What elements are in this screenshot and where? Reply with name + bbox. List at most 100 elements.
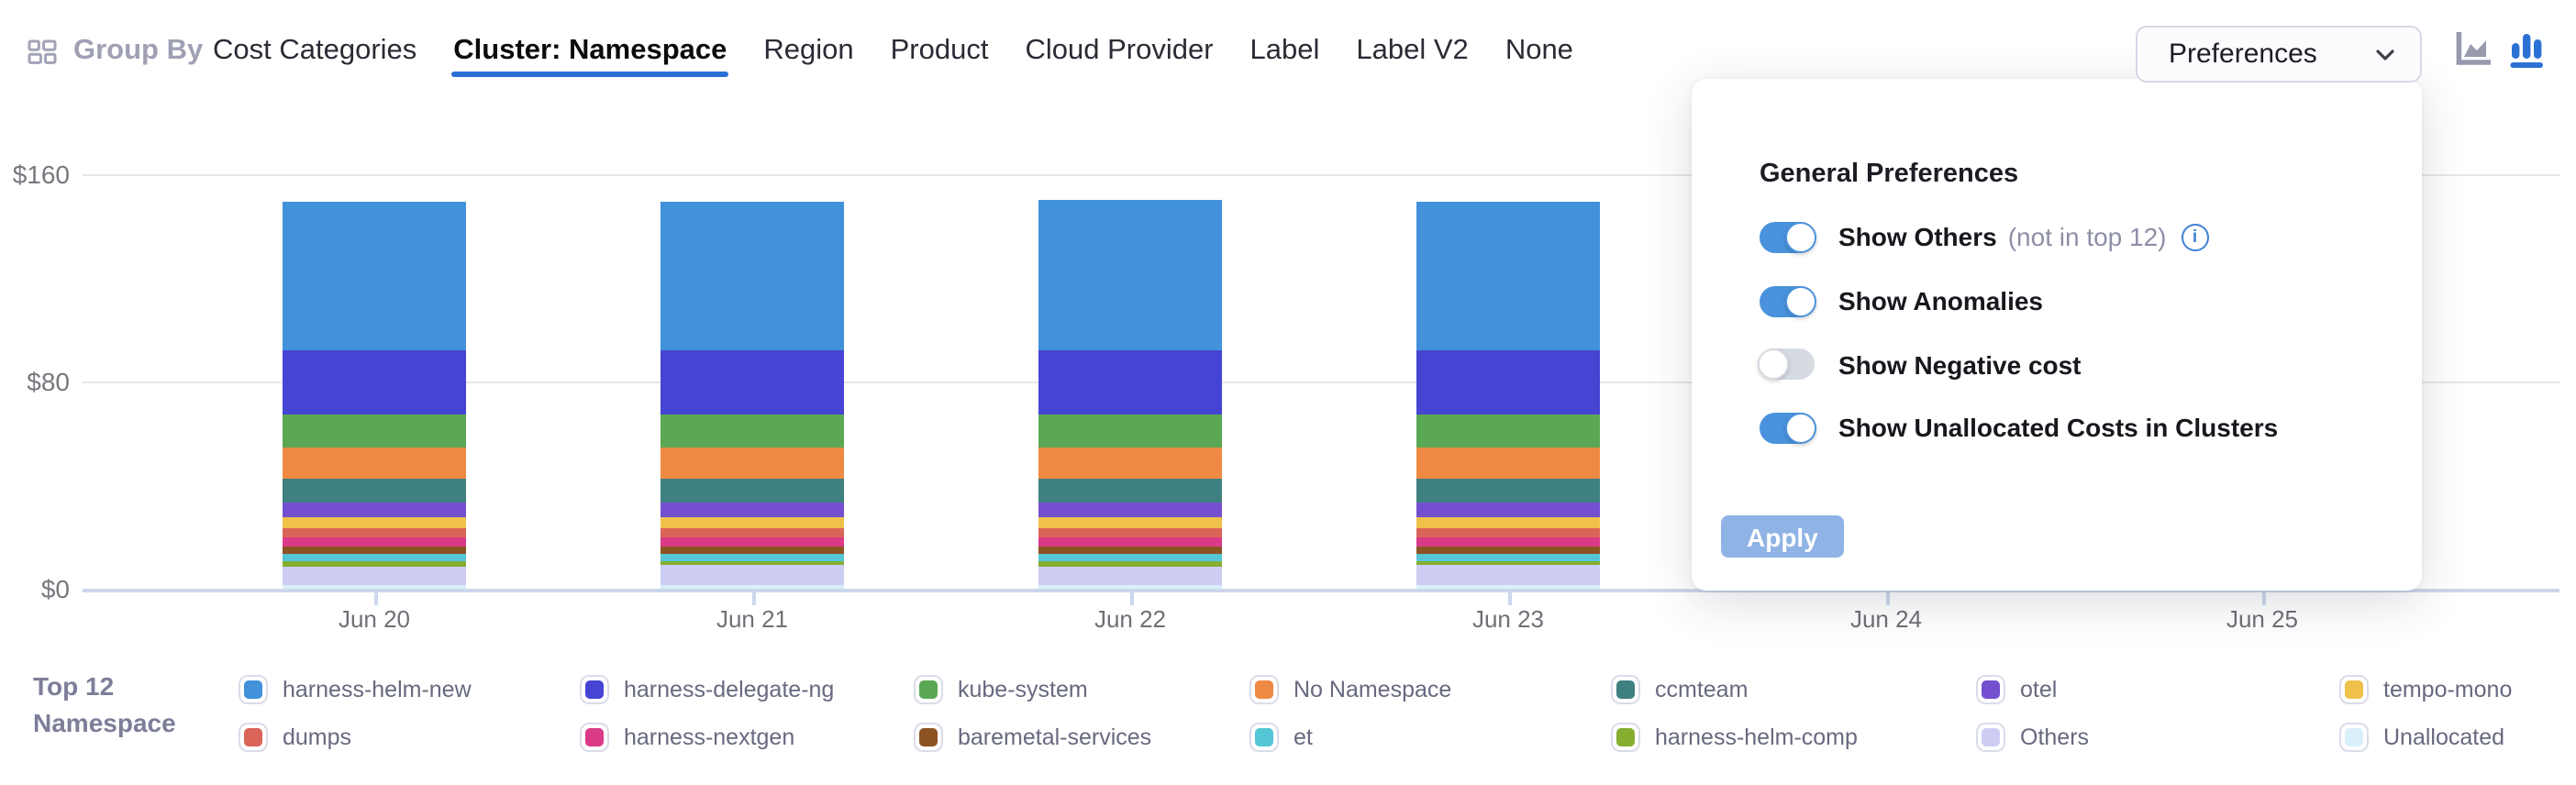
bar-segment-others[interactable] bbox=[283, 566, 466, 586]
bar-segment-otel[interactable] bbox=[1038, 502, 1222, 517]
bar-segment-others[interactable] bbox=[661, 565, 844, 586]
bar-segment-harness-delegate-ng[interactable] bbox=[1038, 350, 1222, 415]
legend-label: harness-delegate-ng bbox=[624, 677, 835, 702]
bar-segment-unallocated[interactable] bbox=[283, 585, 466, 590]
bar-segment-tempo-mono[interactable] bbox=[661, 516, 844, 529]
legend-title-line2: Namespace bbox=[33, 708, 176, 737]
legend-item-otel[interactable]: otel bbox=[1976, 675, 2057, 704]
toggle-show-negative-cost[interactable] bbox=[1758, 348, 1815, 380]
tab-label-v2[interactable]: Label V2 bbox=[1356, 35, 1469, 66]
bar-segment-unallocated[interactable] bbox=[661, 585, 844, 590]
bar-segment-harness-nextgen[interactable] bbox=[1038, 537, 1222, 547]
toggle-show-anomalies[interactable] bbox=[1760, 285, 1816, 316]
bar-chart-icon[interactable] bbox=[2504, 28, 2548, 72]
tab-cluster-namespace[interactable]: Cluster: Namespace bbox=[451, 0, 729, 103]
toggle-show-others[interactable] bbox=[1760, 221, 1816, 252]
legend-item-baremetal-services[interactable]: baremetal-services bbox=[914, 723, 1151, 752]
info-icon[interactable]: i bbox=[2181, 223, 2209, 250]
preferences-popup: General Preferences Show Others (not in t… bbox=[1692, 79, 2422, 591]
bar-segment-no-namespace[interactable] bbox=[661, 448, 844, 480]
y-axis-label: $160 bbox=[12, 160, 70, 190]
legend-item-harness-helm-comp[interactable]: harness-helm-comp bbox=[1611, 723, 1858, 752]
preference-row-show-negative-cost: Show Negative cost bbox=[1758, 348, 2082, 381]
legend-label: baremetal-services bbox=[958, 724, 1152, 750]
bar-segment-harness-delegate-ng[interactable] bbox=[661, 350, 844, 415]
bar-segment-baremetal-services[interactable] bbox=[661, 546, 844, 555]
legend-item-harness-nextgen[interactable]: harness-nextgen bbox=[580, 723, 794, 752]
legend-item-no-namespace[interactable]: No Namespace bbox=[1249, 675, 1451, 704]
legend-item-ccmteam[interactable]: ccmteam bbox=[1611, 675, 1748, 704]
legend-chip bbox=[239, 723, 268, 752]
tab-cloud-provider[interactable]: Cloud Provider bbox=[1025, 35, 1214, 66]
x-axis-label: Jun 25 bbox=[2226, 605, 2299, 634]
legend-item-others[interactable]: Others bbox=[1976, 723, 2089, 752]
legend-item-dumps[interactable]: dumps bbox=[239, 723, 351, 752]
bar-segment-no-namespace[interactable] bbox=[1038, 448, 1222, 480]
bar-segment-harness-nextgen[interactable] bbox=[661, 536, 844, 547]
bar-segment-et[interactable] bbox=[283, 554, 466, 561]
legend-item-unallocated[interactable]: Unallocated bbox=[2339, 723, 2504, 752]
bar-segment-no-namespace[interactable] bbox=[1416, 448, 1600, 480]
bar-segment-harness-helm-new[interactable] bbox=[1416, 201, 1600, 351]
bar-segment-tempo-mono[interactable] bbox=[283, 516, 466, 529]
tab-product[interactable]: Product bbox=[890, 35, 989, 66]
bar-segment-otel[interactable] bbox=[661, 502, 844, 517]
legend-item-kube-system[interactable]: kube-system bbox=[914, 675, 1088, 704]
tab-none[interactable]: None bbox=[1505, 35, 1573, 66]
bar-segment-dumps[interactable] bbox=[1038, 528, 1222, 537]
bar-segment-harness-nextgen[interactable] bbox=[1416, 536, 1600, 547]
legend-item-harness-helm-new[interactable]: harness-helm-new bbox=[239, 675, 472, 704]
bar-segment-harness-delegate-ng[interactable] bbox=[283, 349, 466, 415]
legend-item-harness-delegate-ng[interactable]: harness-delegate-ng bbox=[580, 675, 834, 704]
legend-label: Unallocated bbox=[2383, 724, 2505, 750]
bar-segment-harness-helm-comp[interactable] bbox=[283, 560, 466, 566]
bar-segment-harness-helm-comp[interactable] bbox=[661, 560, 844, 566]
bar-segment-dumps[interactable] bbox=[283, 528, 466, 537]
bar-segment-tempo-mono[interactable] bbox=[1038, 516, 1222, 529]
bar-segment-others[interactable] bbox=[1038, 566, 1222, 586]
preference-row-show-others: Show Others (not in top 12) i bbox=[1760, 220, 2209, 253]
bar-segment-kube-system[interactable] bbox=[1416, 414, 1600, 448]
apply-button[interactable]: Apply bbox=[1721, 515, 1844, 558]
bar-segment-dumps[interactable] bbox=[1416, 528, 1600, 537]
bar-segment-harness-helm-comp[interactable] bbox=[1416, 560, 1600, 566]
bar-segment-et[interactable] bbox=[1416, 554, 1600, 561]
bar-segment-otel[interactable] bbox=[1416, 502, 1600, 517]
bar-segment-harness-nextgen[interactable] bbox=[283, 537, 466, 547]
bar-segment-baremetal-services[interactable] bbox=[1038, 546, 1222, 555]
bar-segment-baremetal-services[interactable] bbox=[1416, 546, 1600, 555]
tab-cost-categories[interactable]: Cost Categories bbox=[213, 35, 417, 66]
legend-item-tempo-mono[interactable]: tempo-mono bbox=[2339, 675, 2512, 704]
bar-segment-ccmteam[interactable] bbox=[1038, 479, 1222, 503]
stacked-bar-jun-21 bbox=[661, 201, 844, 590]
bar-segment-kube-system[interactable] bbox=[661, 414, 844, 448]
bar-segment-otel[interactable] bbox=[283, 502, 466, 517]
bar-segment-ccmteam[interactable] bbox=[283, 479, 466, 503]
legend-label: tempo-mono bbox=[2383, 677, 2513, 702]
bar-segment-harness-delegate-ng[interactable] bbox=[1416, 350, 1600, 415]
bar-segment-harness-helm-comp[interactable] bbox=[1038, 560, 1222, 566]
tab-label[interactable]: Label bbox=[1249, 35, 1320, 66]
legend-item-et[interactable]: et bbox=[1249, 723, 1313, 752]
bar-segment-unallocated[interactable] bbox=[1038, 585, 1222, 590]
bar-segment-unallocated[interactable] bbox=[1416, 585, 1600, 590]
bar-segment-tempo-mono[interactable] bbox=[1416, 516, 1600, 529]
bar-segment-ccmteam[interactable] bbox=[1416, 479, 1600, 503]
bar-segment-baremetal-services[interactable] bbox=[283, 546, 466, 555]
preferences-dropdown-button[interactable]: Preferences bbox=[2136, 26, 2422, 83]
bar-segment-harness-helm-new[interactable] bbox=[283, 201, 466, 350]
bar-segment-dumps[interactable] bbox=[661, 528, 844, 537]
bar-segment-ccmteam[interactable] bbox=[661, 479, 844, 503]
area-chart-icon[interactable] bbox=[2451, 28, 2495, 72]
bar-segment-kube-system[interactable] bbox=[283, 414, 466, 448]
bar-segment-no-namespace[interactable] bbox=[283, 448, 466, 480]
bar-segment-kube-system[interactable] bbox=[1038, 414, 1222, 448]
bar-segment-harness-helm-new[interactable] bbox=[661, 201, 844, 351]
bar-segment-others[interactable] bbox=[1416, 565, 1600, 586]
tab-region[interactable]: Region bbox=[763, 35, 854, 66]
bar-segment-et[interactable] bbox=[661, 554, 844, 561]
bar-segment-et[interactable] bbox=[1038, 554, 1222, 561]
legend-chip bbox=[2339, 723, 2369, 752]
bar-segment-harness-helm-new[interactable] bbox=[1038, 199, 1222, 351]
toggle-show-unallocated-costs-in-clusters[interactable] bbox=[1760, 412, 1816, 443]
